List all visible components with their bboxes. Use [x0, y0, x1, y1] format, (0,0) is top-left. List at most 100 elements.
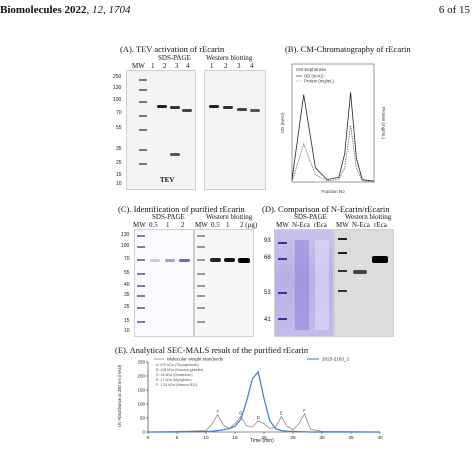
panel-c-caption: (C). Identification of purified rEcarin — [118, 204, 245, 214]
panel-c-sds-label: SDS-PAGE — [152, 213, 185, 221]
panel-c-lane-05: 0.5 — [149, 221, 158, 229]
y-tick-label: 250 — [137, 360, 145, 365]
peak-letter: B — [239, 411, 242, 416]
panel-b-ylabel-right: Protein (mg/mL) — [381, 107, 386, 140]
panel-c-western-blot — [194, 229, 254, 337]
panel-c-lane-1: 1 — [166, 221, 170, 229]
panel-a-western-blot — [204, 70, 266, 190]
panel-d-wb-lane-neca: N-Eca — [352, 221, 370, 229]
mw-c-10: 10 — [124, 328, 130, 334]
panel-a-lane-3: 3 — [175, 62, 179, 70]
panel-b-ylabel-left: OD (mAU) — [280, 112, 285, 133]
mw-c-40: 40 — [124, 282, 130, 288]
band — [210, 258, 221, 262]
smear-r-eca — [315, 240, 329, 330]
band — [182, 109, 192, 112]
panel-c-wb-lane-05: 0.5 — [211, 221, 220, 229]
mw-250: 250 — [113, 74, 122, 80]
band — [372, 256, 388, 263]
panel-b-legend-od: OD (mAU) — [304, 74, 324, 79]
standard-b: B: 158 kDa (Gamma globulin) — [156, 368, 203, 372]
panel-d-sds-gel — [274, 229, 334, 337]
panel-e-peak-letters: A B D E F — [216, 408, 306, 420]
journal-name: Biomolecules — [0, 4, 62, 16]
band — [250, 109, 260, 112]
panel-c-sds-gel — [134, 229, 194, 337]
y-tick-label: 200 — [137, 374, 145, 379]
x-tick-label: 5 — [176, 435, 179, 441]
panel-a-wb-lane-3: 3 — [237, 62, 241, 70]
panel-d-lane-mw: MW — [276, 221, 289, 229]
panel-d-lane-reca: rEca — [314, 221, 327, 229]
panel-b-series-line-1 — [291, 92, 375, 182]
panel-d-caption: (D). Comparison of N-Ecarin/rEcarin — [262, 204, 390, 214]
panel-a-caption: (A). TEV activation of rEcarin — [120, 44, 225, 54]
panel-a-lane-mw: MW — [132, 62, 145, 70]
panel-b-caption: (B). CM-Chromatography of rEcarin — [285, 44, 411, 54]
panel-d-sds-label: SDS-PAGE — [294, 213, 327, 221]
panel-a-wb-lane-2: 2 — [224, 62, 228, 70]
x-tick-label: 10 — [203, 435, 209, 441]
panel-a-sds-label: SDS-PAGE — [158, 54, 191, 62]
panel-a-wb-lane-1: 1 — [210, 62, 214, 70]
tev-label: TEV — [160, 176, 175, 184]
panel-e-xlabel: Time (min) — [250, 438, 274, 444]
peak-letter: E — [280, 411, 283, 416]
mw-100: 100 — [113, 97, 122, 103]
panel-b-legend-title: CM Sepharose — [296, 67, 327, 72]
panel-a-sds-gel — [126, 70, 196, 190]
x-tick-label: 0 — [147, 435, 150, 441]
mw-c-70: 70 — [124, 256, 130, 262]
band — [157, 105, 167, 108]
panel-b-plot-frame — [291, 63, 375, 183]
band — [165, 259, 175, 262]
panel-d-wb-label: Western blotting — [345, 213, 392, 221]
band — [209, 105, 219, 108]
band — [223, 106, 233, 109]
panel-c-lane-2: 2 — [181, 221, 185, 229]
mw-c-55: 55 — [124, 270, 130, 276]
x-tick-label: 40 — [377, 435, 383, 441]
panel-c-wb-lane-mw: MW — [195, 221, 208, 229]
panel-c-wb-lane-2: 2 (μg) — [240, 221, 258, 229]
band — [179, 259, 190, 262]
page-number: 6 of 15 — [438, 4, 470, 16]
y-tick-label: 150 — [137, 388, 145, 393]
mw-c-130: 130 — [121, 232, 130, 238]
x-tick-label: 30 — [319, 435, 325, 441]
peak-letter: A — [216, 409, 219, 414]
panel-b-series-group — [291, 92, 375, 182]
band — [238, 258, 250, 263]
panel-a-lane-1: 1 — [151, 62, 155, 70]
mw-15: 15 — [116, 172, 122, 178]
mw-d-93: 93 — [264, 238, 271, 244]
mw-d-68: 68 — [264, 255, 271, 261]
mw-10: 10 — [116, 181, 122, 187]
standard-a: A: 670 kDa (Thyroglobulin) — [156, 363, 199, 367]
band — [170, 106, 180, 109]
band — [170, 153, 180, 156]
x-tick-label: 25 — [290, 435, 296, 441]
peak-letter: D — [257, 415, 261, 420]
panel-a-lane-2: 2 — [163, 62, 167, 70]
panel-c-wb-lane-1: 1 — [226, 221, 230, 229]
mw-70: 70 — [116, 110, 122, 116]
x-tick-label: 35 — [348, 435, 354, 441]
band — [224, 258, 235, 262]
panel-e-caption: (E). Analytical SEC-MALS result of the p… — [115, 345, 309, 355]
panel-a-wb-lane-4: 4 — [250, 62, 254, 70]
panel-b-chart: CM Sepharose OD (mAU) Protein (mg/mL) Fr… — [280, 63, 386, 194]
standard-e: E: 17 kDa (Myoglobin) — [156, 378, 192, 382]
mw-d-41: 41 — [264, 317, 271, 323]
band — [150, 259, 160, 262]
panel-e-chart: 0 5 10 15 20 25 30 35 40 0 50 100 150 200 250 A B D E F Mo… — [117, 357, 383, 445]
panel-b-legend-protein: Protein (mg/mL) — [304, 79, 335, 84]
x-tick-label: 15 — [232, 435, 238, 441]
panel-e-ylabel: UV Absorbance at 280 nm (mAU) — [117, 364, 122, 427]
y-tick-label: 100 — [137, 402, 145, 407]
smear-n-eca — [295, 240, 309, 330]
y-tick-label: 0 — [142, 430, 145, 435]
panel-a-lane-4: 4 — [186, 62, 190, 70]
band — [237, 108, 247, 111]
panel-d-wb-lane-mw: MW — [336, 221, 349, 229]
